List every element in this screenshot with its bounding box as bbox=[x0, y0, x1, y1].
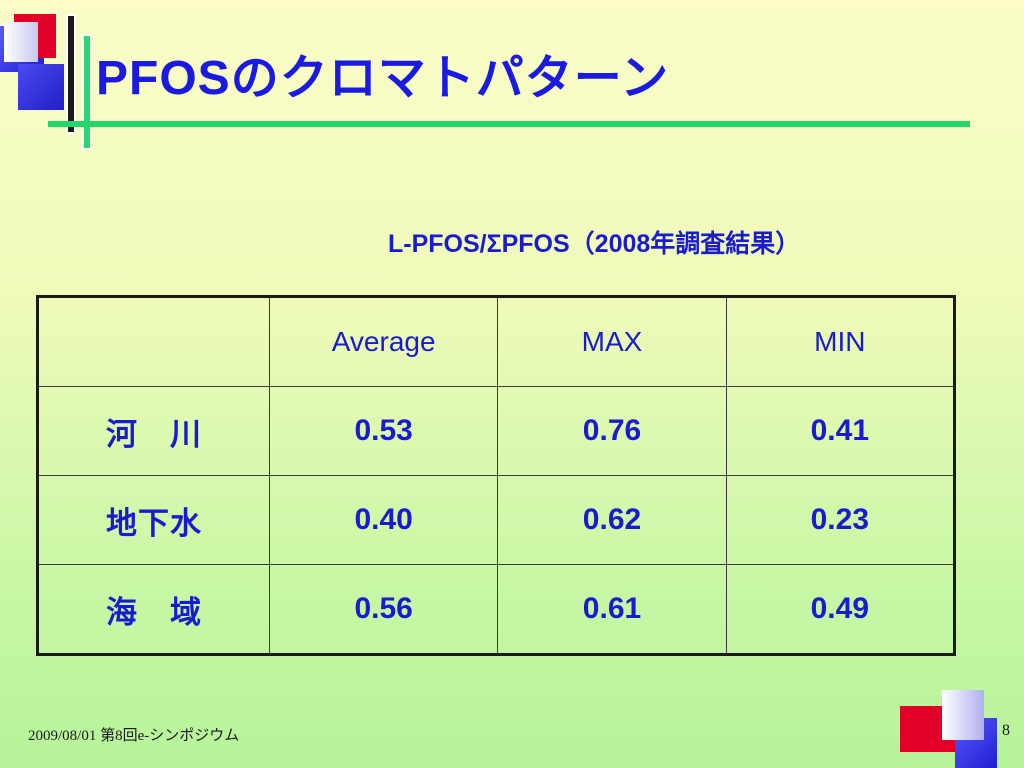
cell-value: 0.62 bbox=[497, 475, 727, 565]
cell-value: 0.40 bbox=[268, 475, 499, 565]
cell-value: 0.49 bbox=[725, 564, 956, 655]
cell-value: 0.53 bbox=[268, 386, 499, 476]
decor-vertical-bar-green bbox=[82, 34, 92, 150]
table-caption: L-PFOS/ΣPFOS（2008年調査結果） bbox=[388, 230, 801, 258]
header-cell-average: Average bbox=[268, 296, 499, 387]
cell-value: 0.23 bbox=[725, 475, 956, 565]
decor-square-white-bottom bbox=[942, 690, 984, 740]
table-header-row: Average MAX MIN bbox=[37, 296, 956, 387]
row-label-river: 河 川 bbox=[37, 386, 270, 476]
table-row: 海 域 0.56 0.61 0.49 bbox=[37, 564, 956, 655]
pfos-ratio-table: Average MAX MIN 河 川 0.53 0.76 0.41 地下水 0… bbox=[36, 295, 956, 656]
header-cell-max: MAX bbox=[497, 296, 727, 387]
header-cell-empty bbox=[37, 296, 270, 387]
header-cell-min: MIN bbox=[725, 296, 956, 387]
page-number: 8 bbox=[1002, 722, 1010, 739]
cell-value: 0.76 bbox=[497, 386, 727, 476]
decor-vertical-bar-dark bbox=[66, 14, 76, 134]
slide-title: PFOSのクロマトパターン bbox=[96, 52, 670, 105]
row-label-groundwater: 地下水 bbox=[37, 475, 270, 565]
table-row: 地下水 0.40 0.62 0.23 bbox=[37, 475, 956, 565]
slide-footer: 2009/08/01 第8回e-シンポジウム bbox=[28, 728, 240, 744]
cell-value: 0.61 bbox=[497, 564, 727, 655]
decor-square-white bbox=[4, 22, 38, 62]
title-underline bbox=[48, 121, 970, 127]
cell-value: 0.56 bbox=[268, 564, 499, 655]
cell-value: 0.41 bbox=[725, 386, 956, 476]
row-label-sea-area: 海 域 bbox=[37, 564, 270, 655]
table-row: 河 川 0.53 0.76 0.41 bbox=[37, 386, 956, 476]
decor-square-blue-lower bbox=[18, 64, 64, 110]
